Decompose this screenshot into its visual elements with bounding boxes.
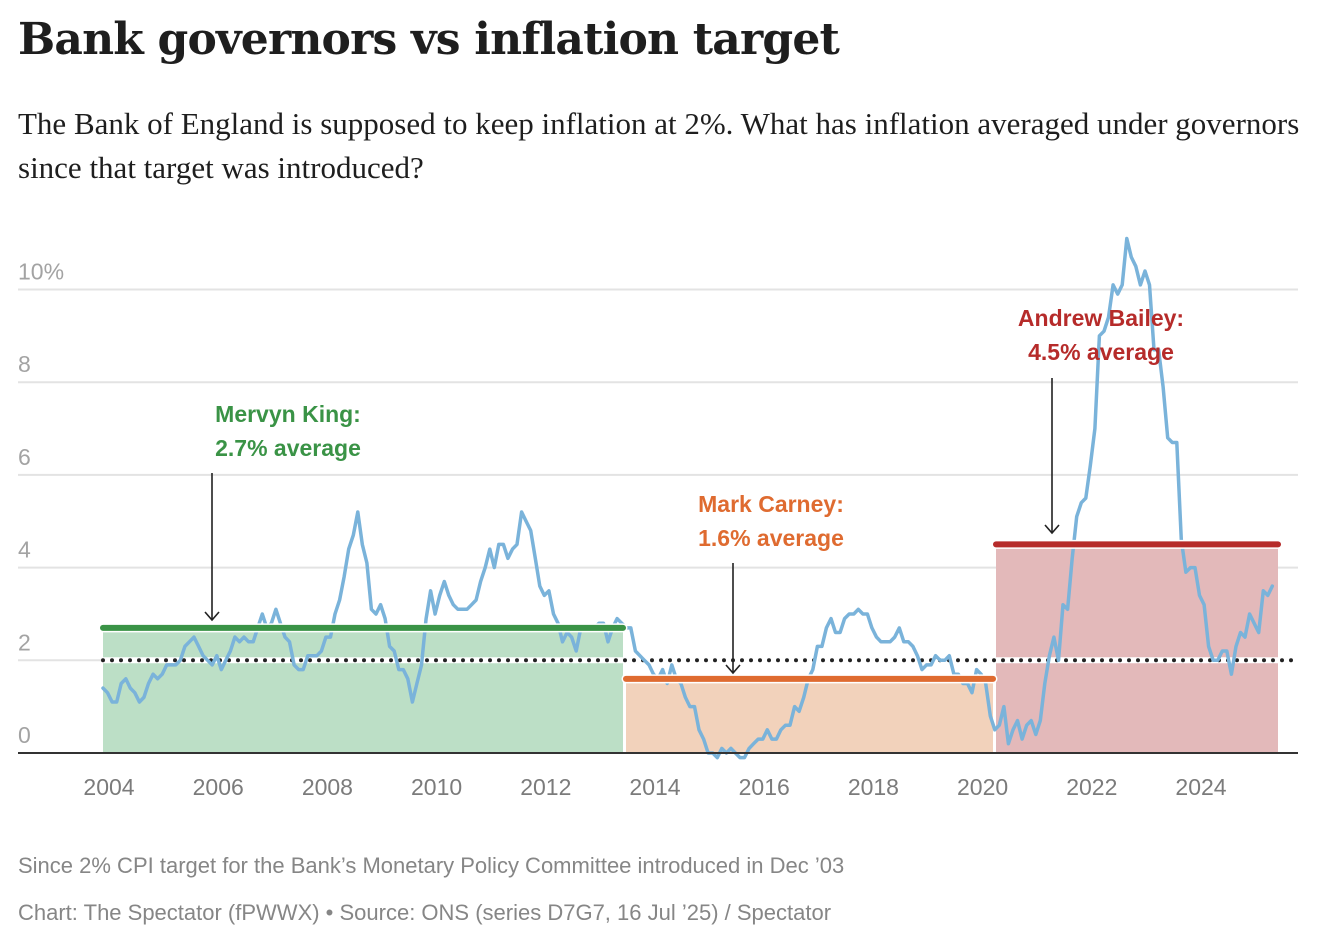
y-tick-label: 2: [18, 629, 31, 655]
annotation-layer: Mervyn King: 2.7% average Mark Carney: 1.6%…: [204, 305, 1184, 675]
annotation-carney-name: Mark Carney:: [698, 491, 844, 517]
y-tick-label: 10%: [18, 259, 64, 285]
x-tick-label: 2014: [629, 774, 680, 800]
chart-source: Chart: The Spectator (fPWWX) • Source: O…: [18, 900, 832, 925]
y-tick-label: 4: [18, 537, 31, 563]
x-tick-label: 2006: [193, 774, 244, 800]
axis-layer: 2004 2006 2008 2010 2012 2014 2016 2018 2020 2022…: [18, 752, 1298, 800]
x-tick-label: 2010: [411, 774, 462, 800]
annotation-king-average: 2.7% average: [215, 435, 361, 461]
annotation-carney-average: 1.6% average: [698, 525, 844, 551]
cpi-line: [101, 236, 1275, 760]
y-tick-label: 8: [18, 351, 31, 377]
line-layer: [101, 236, 1275, 760]
x-tick-label: 2016: [739, 774, 790, 800]
x-tick-label: 2018: [848, 774, 899, 800]
chart-title: Bank governors vs inflation target: [18, 14, 840, 65]
governor-band-king: [103, 630, 623, 753]
x-tick-label: 2004: [83, 774, 134, 800]
x-tick-label: 2024: [1175, 774, 1226, 800]
average-lines: [98, 539, 1283, 684]
chart-note: Since 2% CPI target for the Bank’s Monet…: [18, 853, 845, 878]
inflation-chart: 0 2 4 6 8 10% 2004 2006 2008 2010 2012 2014 2016 201…: [18, 236, 1300, 800]
chart-subtitle: The Bank of England is supposed to keep …: [18, 106, 1300, 185]
x-tick-label: 2012: [520, 774, 571, 800]
x-tick-label: 2022: [1066, 774, 1117, 800]
annotation-king-name: Mervyn King:: [215, 401, 361, 427]
governor-band-carney: [626, 681, 993, 753]
y-tick-label: 6: [18, 444, 31, 470]
governor-bands: [103, 547, 1278, 753]
x-tick-label: 2008: [302, 774, 353, 800]
arrow-head-icon: [204, 611, 220, 622]
x-tick-label: 2020: [957, 774, 1008, 800]
annotation-bailey-average: 4.5% average: [1028, 339, 1174, 365]
governor-band-bailey: [996, 547, 1278, 753]
arrow-head-icon: [1044, 524, 1060, 535]
annotation-bailey-name: Andrew Bailey:: [1018, 305, 1184, 331]
y-tick-label: 0: [18, 722, 31, 748]
arrow-head-icon: [725, 664, 741, 675]
